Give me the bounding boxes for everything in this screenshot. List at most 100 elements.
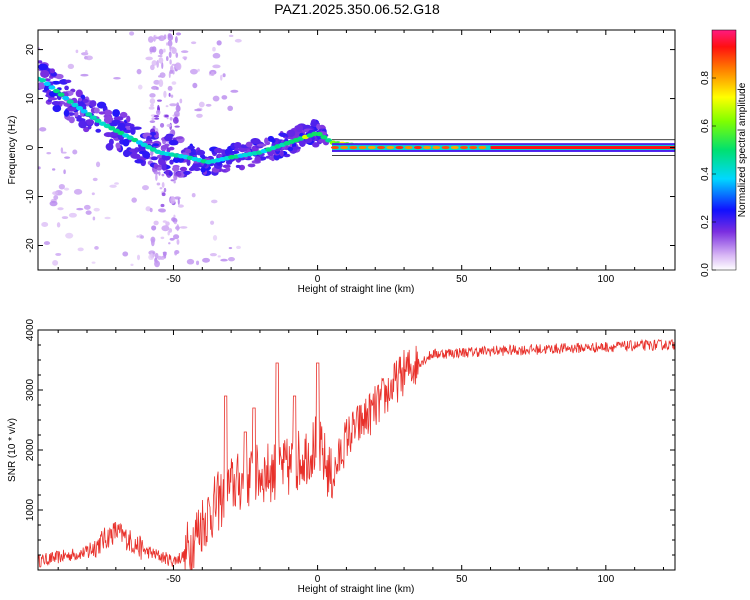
- colorbar-tick-label: 0.4: [700, 167, 711, 181]
- spectrogram-speckle: [148, 36, 154, 43]
- spectrogram-speckle: [153, 114, 160, 118]
- spectrogram-ticks: -50 0 50 100 -20 -10 0 10 20: [25, 30, 675, 285]
- spectrogram-cell: [168, 139, 179, 146]
- spectrogram-speckle: [163, 48, 166, 53]
- spectrogram-speckle: [157, 54, 163, 57]
- spectrogram-speckle: [170, 179, 175, 182]
- spectrogram-cell: [176, 171, 182, 177]
- y-tick-label: 20: [25, 44, 36, 56]
- spectrogram-cell: [52, 104, 62, 113]
- spectrogram-cell: [234, 141, 242, 149]
- spectrogram-band-cell: [395, 145, 404, 150]
- snr-y-axis-label: SNR (10 * v/v): [7, 418, 18, 482]
- spectrogram-speckle: [163, 34, 167, 40]
- spectrogram-cell: [230, 150, 240, 154]
- spectrogram-speckle: [174, 125, 180, 128]
- spectrogram-speckle: [53, 194, 59, 201]
- spectrogram-ridge-cell: [315, 131, 323, 137]
- spectrogram-band-cell: [340, 145, 349, 150]
- spectrogram-cell: [78, 120, 88, 129]
- spectrogram-speckle: [149, 120, 156, 124]
- spectrogram-speckle: [194, 108, 202, 112]
- spectrogram-speckle: [163, 187, 167, 193]
- spectrogram-speckle: [63, 187, 70, 191]
- spectrogram-speckle: [162, 251, 167, 257]
- spectrogram-speckle: [151, 85, 159, 90]
- spectrogram-speckle: [104, 216, 111, 220]
- spectrogram-cell: [213, 147, 223, 154]
- spectrogram-speckle: [38, 166, 41, 170]
- spectrogram-speckle: [163, 90, 167, 98]
- spectrogram-ridge-cell: [39, 78, 47, 83]
- spectrogram-speckle: [210, 71, 215, 76]
- spectrogram-speckle: [176, 106, 181, 112]
- spectrogram-speckle: [167, 85, 173, 91]
- spectrogram-cell: [49, 68, 56, 74]
- spectrogram-speckle: [169, 44, 172, 52]
- spectrogram-speckle: [220, 74, 223, 81]
- spectrogram-speckle: [165, 105, 169, 108]
- spectrogram-cell: [169, 159, 174, 165]
- spectrogram-speckle: [73, 188, 83, 195]
- spectrogram-speckle: [150, 64, 155, 71]
- y-tick-label: 0: [25, 144, 36, 150]
- y-tick-label: -10: [25, 189, 36, 204]
- spectrogram-cell: [63, 109, 70, 117]
- spectrogram-cell: [48, 97, 58, 101]
- spectrogram-cell: [66, 106, 77, 112]
- spectrogram-speckle: [158, 48, 164, 55]
- spectrogram-speckle: [161, 182, 165, 188]
- colorbar-tick-label: 0.8: [700, 71, 711, 85]
- spectrogram-band-cell: [469, 145, 478, 150]
- spectrogram-speckle: [191, 192, 196, 198]
- spectrogram-speckle: [39, 127, 47, 132]
- spectrogram-cell: [98, 111, 106, 115]
- spectrogram-speckle: [197, 68, 200, 72]
- spectrogram-speckle: [212, 64, 221, 69]
- spectrogram-cell: [130, 127, 136, 135]
- spectrogram-cell: [245, 141, 253, 148]
- colorbar-tick-label: 0.2: [700, 215, 711, 229]
- spectrogram-ridge-cell: [43, 81, 51, 87]
- spectrogram-speckle: [57, 207, 64, 211]
- spectrogram-cell: [264, 137, 269, 145]
- spectrogram-speckle: [212, 95, 220, 102]
- spectrogram-speckle: [160, 236, 165, 240]
- spectrogram-speckle: [211, 199, 218, 204]
- spectrogram-speckle: [168, 242, 171, 245]
- spectrogram-speckle: [130, 263, 134, 267]
- x-tick-label: -50: [166, 574, 181, 585]
- snr-series-line: [38, 338, 675, 570]
- spectrogram-speckle: [131, 197, 137, 203]
- spectrogram-cell: [287, 129, 296, 137]
- spectrogram-cell: [112, 109, 121, 117]
- spectrogram-speckle: [217, 255, 221, 258]
- spectrogram-speckle: [149, 98, 156, 105]
- spectrogram-speckle: [227, 105, 234, 112]
- spectrogram-cell: [38, 81, 45, 90]
- y-tick-label: -20: [25, 238, 36, 253]
- spectrogram-speckle: [171, 217, 176, 222]
- spectrogram-speckle: [52, 259, 59, 266]
- spectrogram-cell: [87, 124, 92, 130]
- x-tick-label: 50: [456, 274, 468, 285]
- spectrogram-speckle: [169, 116, 173, 121]
- spectrogram-speckle: [75, 49, 79, 54]
- spectrogram-speckle: [173, 234, 180, 240]
- spectrogram-speckle: [64, 156, 71, 159]
- spectrogram-cell: [108, 122, 118, 127]
- spectrogram-cell: [142, 151, 151, 159]
- spectrogram-speckle: [189, 68, 198, 75]
- spectrogram-speckle: [221, 95, 228, 100]
- spectrogram-cell: [113, 116, 124, 121]
- spectrogram-speckle: [196, 260, 200, 266]
- spectrogram-speckle: [63, 169, 66, 175]
- spectrogram-band-cell: [478, 145, 487, 150]
- spectrogram-speckle: [182, 56, 188, 60]
- spectrogram-speckle: [61, 151, 67, 154]
- spectrogram-cell: [168, 146, 175, 151]
- spectrogram-speckle: [228, 246, 233, 250]
- spectrogram-speckle: [67, 63, 75, 69]
- spectrogram-speckle: [122, 251, 129, 257]
- spectrogram-ridge-cell: [76, 105, 84, 111]
